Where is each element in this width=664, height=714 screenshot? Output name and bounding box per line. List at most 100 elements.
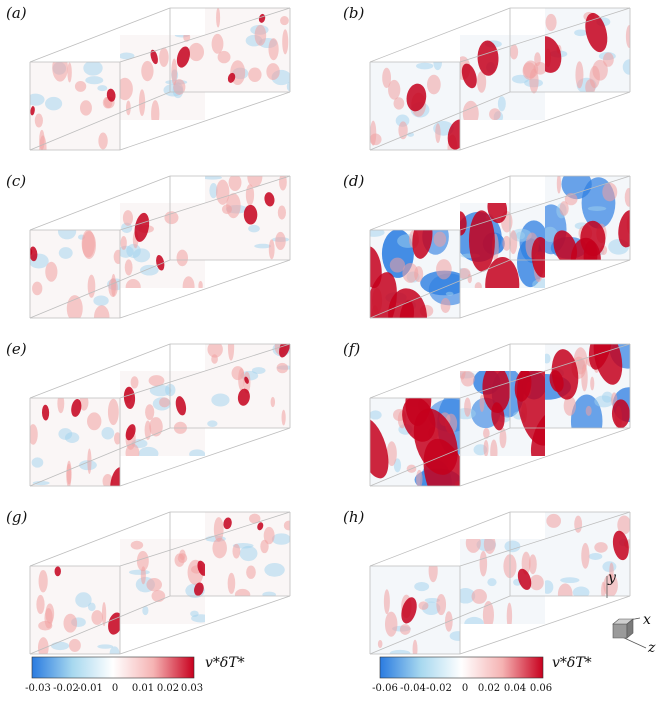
cold-speckle: [572, 586, 590, 596]
hot-plume: [460, 211, 467, 236]
hot-plume: [612, 530, 629, 561]
warm-wisp: [120, 235, 127, 250]
warm-wisp: [506, 602, 513, 624]
hot-plume: [401, 597, 417, 624]
cold-speckle: [58, 247, 73, 259]
cold-speckle: [57, 230, 77, 240]
cold-speckle: [97, 85, 108, 92]
cold-speckle: [139, 264, 159, 276]
warm-wisp: [383, 589, 390, 615]
colorbar-right-tick: -0.02: [426, 683, 452, 694]
cold-speckle: [545, 580, 554, 594]
warm-wisp: [440, 297, 451, 313]
warm-wisp: [281, 409, 286, 426]
panel-label-g: (g): [6, 508, 28, 526]
hot-plume: [370, 272, 397, 318]
slice-background: [30, 230, 120, 318]
cold-speckle: [393, 458, 402, 473]
cold-speckle: [207, 420, 218, 427]
hot-plume: [108, 612, 120, 635]
warm-wisp: [370, 133, 382, 146]
warm-wisp: [52, 62, 68, 82]
warm-wisp: [45, 261, 58, 282]
colorbar-left-tick: -0.03: [25, 683, 51, 694]
warm-wisp: [268, 239, 275, 260]
warm-wisp: [145, 404, 155, 421]
panel-h: [369, 511, 631, 655]
colorbar-left-tick: 0.01: [131, 683, 155, 694]
box-edge: [119, 343, 291, 399]
cold-speckle: [132, 248, 151, 263]
warm-wisp: [174, 553, 185, 567]
colorbar-left-tick: 0.02: [156, 683, 180, 694]
hot-plume: [123, 386, 136, 409]
box-edge: [369, 259, 511, 319]
box-edge: [29, 511, 171, 567]
hot-plume: [175, 396, 187, 416]
hot-plume: [583, 240, 598, 260]
hot-plume: [491, 402, 505, 431]
warm-wisp: [159, 397, 170, 408]
warm-wisp: [436, 593, 447, 616]
cold-speckle: [424, 597, 440, 603]
warm-wisp: [67, 62, 72, 83]
slice-plane: [460, 35, 545, 120]
orientation-cube-side: [626, 618, 634, 639]
box-edge: [369, 343, 511, 399]
warm-wisp: [207, 344, 223, 358]
warm-wisp: [534, 52, 541, 66]
hot-plume: [593, 344, 623, 385]
cold-speckle: [271, 533, 290, 545]
slice-plane: [30, 566, 120, 654]
hot-plume: [482, 371, 511, 414]
box-edge: [29, 91, 171, 151]
warm-wisp: [122, 210, 133, 226]
box-edge: [119, 7, 291, 63]
warm-wisp: [45, 603, 55, 624]
warm-wisp: [39, 135, 47, 150]
slice-plane: [205, 512, 290, 596]
hot-plume: [244, 376, 249, 384]
warm-wisp: [462, 100, 479, 120]
hot-plume: [545, 36, 562, 73]
warm-wisp: [226, 193, 241, 219]
slice-plane: [30, 230, 120, 318]
box-edge: [119, 175, 291, 231]
warm-wisp: [399, 624, 411, 635]
cold-speckle: [601, 391, 613, 403]
warm-wisp: [176, 249, 189, 267]
cold-speckle: [370, 230, 385, 237]
hot-plume: [54, 566, 61, 577]
warm-wisp: [254, 24, 267, 46]
box-edge: [119, 91, 291, 151]
slice-plane: [370, 62, 460, 150]
box-edge: [459, 175, 631, 231]
hot-plume: [150, 49, 158, 65]
box-edge: [29, 343, 171, 399]
warm-wisp: [433, 231, 447, 247]
panel-b: [369, 7, 631, 151]
hot-plume: [279, 344, 290, 358]
hot-plume: [485, 256, 520, 288]
cold-speckle: [545, 353, 551, 364]
axis-label-x: x: [643, 612, 651, 628]
warm-wisp: [479, 394, 485, 412]
slice-plane: [205, 176, 290, 260]
cold-speckle: [149, 384, 172, 397]
warm-wisp: [280, 16, 289, 26]
warm-wisp: [464, 397, 471, 417]
warm-wisp: [471, 589, 487, 604]
warm-wisp: [574, 515, 583, 533]
cold-speckle: [445, 291, 454, 296]
warm-wisp: [217, 50, 231, 64]
cold-speckle: [248, 224, 260, 233]
cold-speckle: [449, 631, 460, 641]
hot-plume: [370, 246, 382, 289]
panel-c: [29, 175, 291, 319]
warm-wisp: [130, 376, 139, 389]
warm-wisp: [159, 47, 169, 67]
warm-wisp: [418, 601, 429, 610]
hot-plume: [553, 230, 578, 260]
warm-wisp: [402, 262, 419, 283]
warm-wisp: [465, 539, 481, 553]
